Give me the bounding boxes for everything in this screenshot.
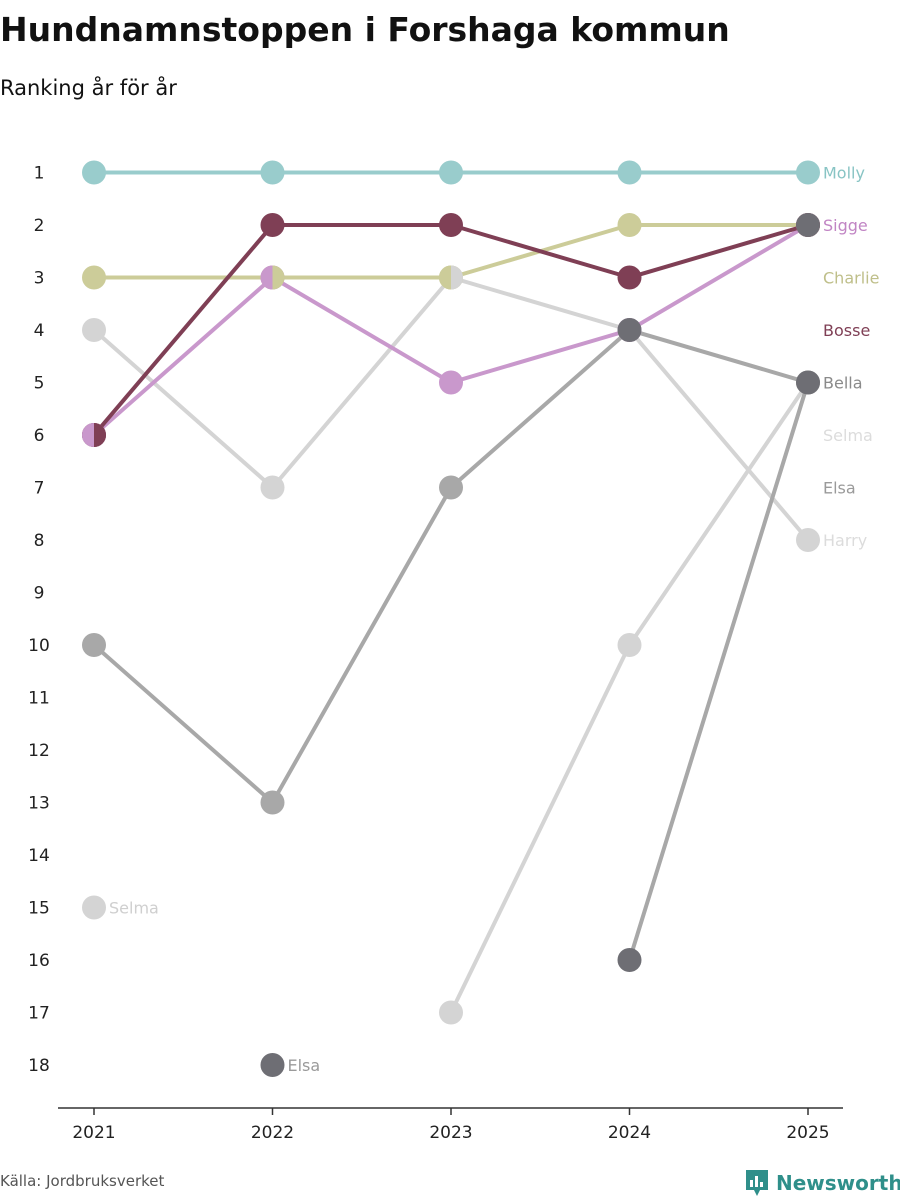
y-tick-label-18: 18 <box>28 1056 50 1076</box>
dot-split-2022-rank-3-right <box>272 265 285 290</box>
x-tick-label-2021: 2021 <box>72 1123 115 1143</box>
end-label-selma: Selma <box>823 426 873 445</box>
line-sigge-2023-2024 <box>449 328 632 385</box>
end-label-molly: Molly <box>823 164 865 183</box>
dot-elsa-2023 <box>439 475 463 500</box>
brand-name: Newsworthy <box>776 1171 900 1195</box>
line-bosse-2023-2024 <box>449 223 632 280</box>
x-axis: 2021 2022 2023 2024 2025 <box>58 1107 843 1143</box>
line-elsa-2022-2023 <box>270 485 453 805</box>
dot-molly-2024 <box>617 160 642 185</box>
dot-selma-2024 <box>617 633 642 657</box>
y-tick-label-3: 3 <box>34 269 45 289</box>
y-tick-label-6: 6 <box>34 426 45 446</box>
end-label-sigge: Sigge <box>823 216 868 235</box>
end-label-bella: Bella <box>823 374 863 393</box>
y-tick-label-10: 10 <box>28 636 50 656</box>
series-lines <box>92 170 810 1015</box>
dot-molly-2022 <box>260 160 285 185</box>
x-tick-label-2022: 2022 <box>251 1123 294 1143</box>
line-harry-2022-2023 <box>270 275 453 490</box>
line-bosse-2024-2025 <box>627 223 810 280</box>
dot-molly-2023 <box>439 160 463 185</box>
line-elsa-2023-2024 <box>449 328 632 490</box>
dot-elsa-2021 <box>82 633 106 657</box>
x-tick-label-2025: 2025 <box>786 1123 829 1143</box>
x-tick-label-2023: 2023 <box>429 1123 472 1143</box>
line-selma-2024-2025 <box>627 380 810 647</box>
y-tick-label-9: 9 <box>34 584 45 604</box>
y-tick-label-15: 15 <box>28 899 50 919</box>
dot-harry-2021 <box>82 318 106 342</box>
dot-bella-2022 <box>260 1053 285 1077</box>
y-tick-label-2: 2 <box>34 216 45 236</box>
y-tick-label-13: 13 <box>28 794 50 814</box>
dot-selma-2021 <box>82 895 106 920</box>
y-tick-label-5: 5 <box>34 374 45 394</box>
end-label-bosse: Bosse <box>823 321 870 340</box>
dot-harry-2025 <box>796 528 820 552</box>
chart-subtitle: Ranking år för år <box>0 76 177 100</box>
source-note: Källa: Jordbruksverket <box>0 1172 165 1190</box>
dot-charlie-2024 <box>617 213 642 237</box>
series-labels: Molly Sigge Charlie Bosse Bella Selma Elsa Harr… <box>109 164 879 1076</box>
dot-bosse-2022 <box>260 213 285 237</box>
dot-overlay-2025-rank-2 <box>796 213 820 237</box>
brand-logo: Newsworthy <box>744 1168 900 1198</box>
dot-selma-2023 <box>439 1000 463 1025</box>
dot-split-2022-rank-3-left <box>260 265 273 290</box>
x-tick-label-2024: 2024 <box>608 1123 651 1143</box>
y-tick-label-12: 12 <box>28 741 50 761</box>
line-elsa-2021-2022 <box>92 643 275 805</box>
dot-charlie-2021 <box>82 265 106 290</box>
dot-split-2021-rank-6-right <box>94 423 106 447</box>
line-bosse-2021-2022 <box>92 223 275 437</box>
line-selma-2023-2024 <box>449 643 632 1015</box>
end-label-harry: Harry <box>823 531 867 550</box>
dot-split-2023-rank-3-left <box>439 265 451 290</box>
dot-sigge-2023 <box>439 370 463 395</box>
y-tick-label-1: 1 <box>34 164 45 184</box>
y-tick-label-4: 4 <box>34 321 45 341</box>
dot-split-2023-rank-3-right <box>451 265 464 290</box>
y-tick-label-16: 16 <box>28 951 50 971</box>
dot-bosse-2024 <box>617 265 642 290</box>
dot-bella-2024 <box>617 948 642 972</box>
newsworthy-logo-icon <box>746 1170 768 1196</box>
y-tick-label-14: 14 <box>28 846 50 866</box>
y-tick-label-8: 8 <box>34 531 45 551</box>
line-harry-2024-2025 <box>627 328 810 542</box>
end-label-elsa: Elsa <box>823 479 856 498</box>
inline-label-elsa: Elsa <box>288 1056 321 1075</box>
y-tick-label-7: 7 <box>34 479 45 499</box>
dot-split-2021-rank-6-left <box>82 423 94 447</box>
line-harry-2021-2022 <box>92 328 275 490</box>
dot-elsa-2022 <box>260 790 285 815</box>
y-tick-label-17: 17 <box>28 1004 50 1024</box>
line-sigge-2022-2023 <box>270 275 453 385</box>
dot-molly-2021 <box>82 160 106 185</box>
dot-overlay-2024-rank-4 <box>617 318 642 342</box>
dot-bella-2025 <box>796 370 820 395</box>
chart-title: Hundnamnstoppen i Forshaga kommun <box>0 10 730 49</box>
line-sigge-2024-2025 <box>627 223 810 332</box>
series-dots <box>82 160 820 1077</box>
y-tick-label-11: 11 <box>28 689 50 709</box>
line-bella-2024-2025 <box>627 380 810 962</box>
dot-molly-2025 <box>796 160 820 185</box>
dot-harry-2022 <box>260 475 285 500</box>
end-label-charlie: Charlie <box>823 269 879 288</box>
dot-bosse-2023 <box>439 213 463 237</box>
line-sigge-2021-2022 <box>92 275 275 437</box>
line-harry-2023-2024 <box>449 275 632 332</box>
line-elsa-2024-2025 <box>627 328 810 385</box>
inline-label-selma: Selma <box>109 899 159 918</box>
